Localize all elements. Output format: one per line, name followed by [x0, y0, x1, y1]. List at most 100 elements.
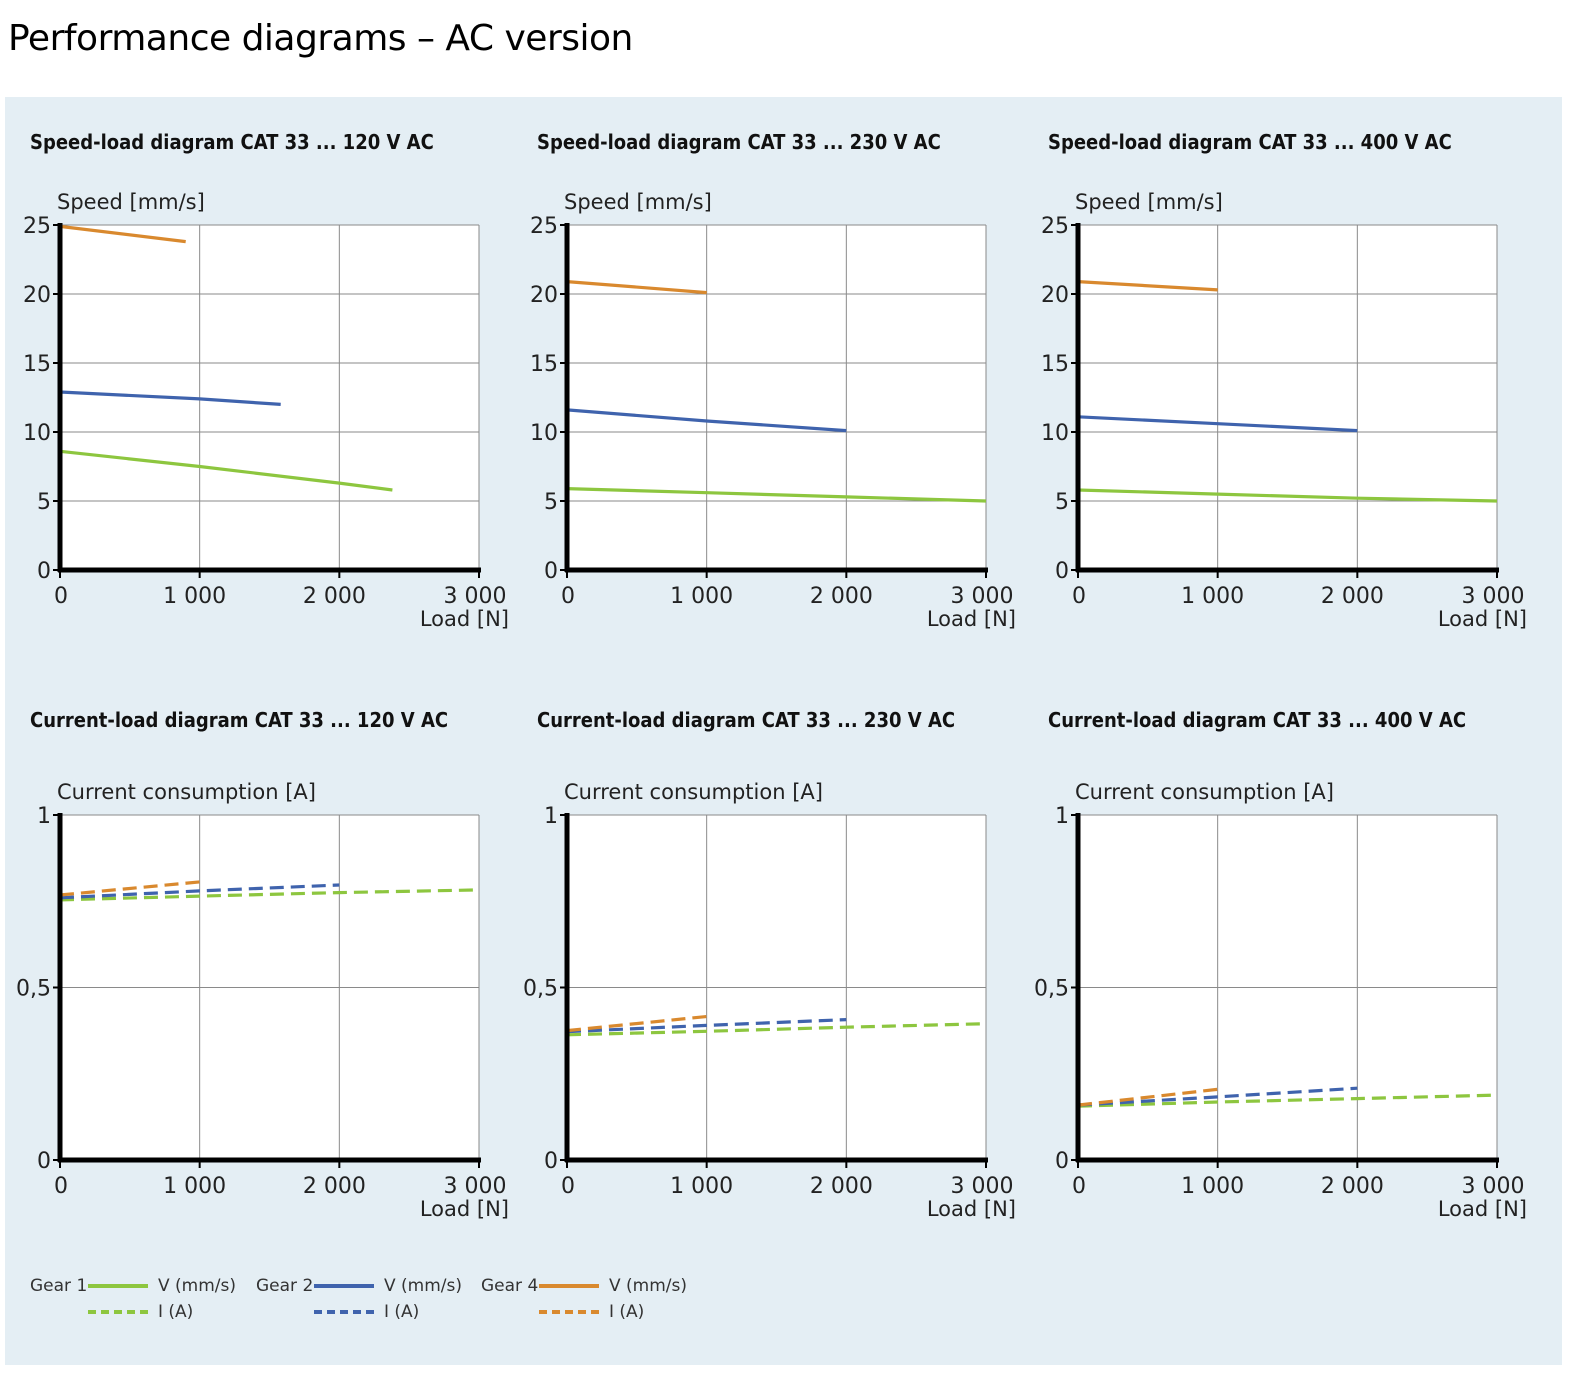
chart-svg: 0 0,5 1 0 1 000 2 000 3 000 Current consumption…	[1034, 780, 1527, 1221]
legend: Gear 1 V (mm/s) I (A) Gear 2 V (mm/s) I …	[25, 1272, 725, 1332]
x-tick-label: 2 000	[810, 1174, 873, 1199]
legend-solid-line-icon	[539, 1284, 599, 1288]
chart-speed-120v: Speed-load diagram CAT 33 ... 120 V AC 0…	[23, 130, 550, 690]
series-line-gear1	[566, 1022, 987, 1037]
series-line-gear4	[566, 1014, 707, 1033]
x-tick-label: 3 000	[1462, 584, 1525, 609]
chart-speed-230v: Speed-load diagram CAT 33 ... 230 V AC 0…	[530, 130, 1057, 690]
legend-dashed-label: I (A)	[158, 1302, 194, 1322]
x-tick-label: 3 000	[444, 1174, 507, 1199]
y-axis-label: Current consumption [A]	[564, 780, 823, 804]
series-line-gear4	[59, 224, 186, 244]
y-tick-label: 5	[1055, 490, 1069, 515]
y-tick-label: 0	[544, 1149, 558, 1174]
legend-group-gear-2: Gear 2 V (mm/s) I (A)	[256, 1272, 486, 1332]
y-tick-label: 20	[23, 283, 51, 308]
y-tick-label: 15	[1041, 352, 1069, 377]
y-tick-label: 1	[37, 804, 51, 829]
x-tick-label: 1 000	[163, 584, 226, 609]
legend-gear-label: Gear 1	[30, 1276, 88, 1296]
series-line-gear4	[59, 880, 200, 897]
x-axis-label: Load [N]	[1438, 607, 1527, 631]
legend-gear-label: Gear 2	[256, 1276, 314, 1296]
chart-title: Speed-load diagram CAT 33 ... 400 V AC	[1048, 130, 1452, 154]
series-line-gear2	[59, 390, 281, 406]
chart-svg: 0 0,5 1 0 1 000 2 000 3 000 Current consumption…	[523, 780, 1016, 1221]
series-line-gear1	[1077, 488, 1498, 503]
chart-title: Current-load diagram CAT 33 ... 230 V AC	[537, 708, 956, 732]
x-tick-label: 0	[54, 584, 68, 609]
x-tick-label: 2 000	[1321, 1174, 1384, 1199]
x-tick-label: 1 000	[670, 1174, 733, 1199]
y-tick-label: 0	[1055, 1149, 1069, 1174]
y-tick-label: 20	[1041, 283, 1069, 308]
chart-current-230v: Current-load diagram CAT 33 ... 230 V AC…	[523, 708, 1057, 1268]
y-tick-label: 15	[530, 352, 558, 377]
legend-solid-line-icon	[314, 1284, 374, 1288]
legend-dashed-label: I (A)	[384, 1302, 420, 1322]
chart-speed-400v: Speed-load diagram CAT 33 ... 400 V AC 0…	[1041, 130, 1568, 690]
series-line-gear2	[1077, 1086, 1358, 1107]
x-tick-label: 2 000	[1321, 584, 1384, 609]
y-tick-label: 0	[1055, 559, 1069, 584]
series-line-gear1	[566, 487, 987, 503]
y-axis-label: Speed [mm/s]	[1075, 190, 1223, 214]
x-tick-label: 2 000	[303, 1174, 366, 1199]
x-axis-label: Load [N]	[420, 607, 509, 631]
chart-title: Current-load diagram CAT 33 ... 120 V AC	[30, 708, 449, 732]
y-tick-label: 20	[530, 283, 558, 308]
legend-dashed-line-icon	[88, 1310, 148, 1314]
x-tick-label: 1 000	[1181, 1174, 1244, 1199]
series-line-gear2	[1077, 415, 1358, 433]
x-tick-label: 0	[1072, 1174, 1086, 1199]
y-tick-label: 5	[544, 490, 558, 515]
x-tick-label: 3 000	[444, 584, 507, 609]
x-tick-label: 1 000	[163, 1174, 226, 1199]
legend-group-gear-1: Gear 1 V (mm/s) I (A)	[30, 1272, 260, 1332]
x-tick-label: 0	[561, 584, 575, 609]
legend-gear-label: Gear 4	[481, 1276, 539, 1296]
legend-dashed-label: I (A)	[609, 1302, 645, 1322]
y-axis-label: Speed [mm/s]	[564, 190, 712, 214]
x-tick-label: 0	[561, 1174, 575, 1199]
legend-solid-label: V (mm/s)	[384, 1276, 463, 1296]
series-line-gear2	[566, 1018, 847, 1034]
x-axis-label: Load [N]	[1438, 1197, 1527, 1221]
y-axis-label: Current consumption [A]	[1075, 780, 1334, 804]
x-axis-label: Load [N]	[927, 1197, 1016, 1221]
y-tick-label: 0	[37, 559, 51, 584]
chart-title: Speed-load diagram CAT 33 ... 230 V AC	[537, 130, 941, 154]
x-axis-label: Load [N]	[420, 1197, 509, 1221]
y-tick-label: 15	[23, 352, 51, 377]
x-tick-label: 1 000	[1181, 584, 1244, 609]
series-line-gear2	[566, 408, 847, 433]
chart-title: Speed-load diagram CAT 33 ... 120 V AC	[30, 130, 434, 154]
plot-area	[60, 225, 479, 570]
series-line-gear4	[1077, 1087, 1218, 1107]
series-line-gear1	[59, 449, 393, 492]
y-tick-label: 10	[1041, 421, 1069, 446]
legend-solid-label: V (mm/s)	[609, 1276, 688, 1296]
y-tick-label: 25	[23, 214, 51, 239]
y-tick-label: 0	[544, 559, 558, 584]
y-tick-label: 1	[544, 804, 558, 829]
plot-area	[567, 225, 986, 570]
x-tick-label: 1 000	[670, 584, 733, 609]
legend-solid-line-icon	[88, 1284, 148, 1288]
legend-dashed-line-icon	[314, 1310, 374, 1314]
chart-svg: 0 5 10 15 20 25 0 1 000 2 000 3 000 Speed [mm/s] Lo…	[23, 190, 509, 631]
y-tick-label: 0,5	[1034, 977, 1069, 1002]
chart-svg: 0 5 10 15 20 25 0 1 000 2 000 3 000 Speed [mm/s] Lo…	[530, 190, 1016, 631]
x-tick-label: 3 000	[1462, 1174, 1525, 1199]
x-tick-label: 2 000	[303, 584, 366, 609]
chart-current-400v: Current-load diagram CAT 33 ... 400 V AC…	[1034, 708, 1568, 1268]
y-tick-label: 5	[37, 490, 51, 515]
series-line-gear1	[59, 888, 480, 902]
legend-group-gear-4: Gear 4 V (mm/s) I (A)	[481, 1272, 711, 1332]
y-axis-label: Speed [mm/s]	[57, 190, 205, 214]
series-line-gear4	[1077, 280, 1218, 292]
y-tick-label: 25	[1041, 214, 1069, 239]
y-tick-label: 1	[1055, 804, 1069, 829]
x-axis-label: Load [N]	[927, 607, 1016, 631]
legend-dashed-line-icon	[539, 1310, 599, 1314]
